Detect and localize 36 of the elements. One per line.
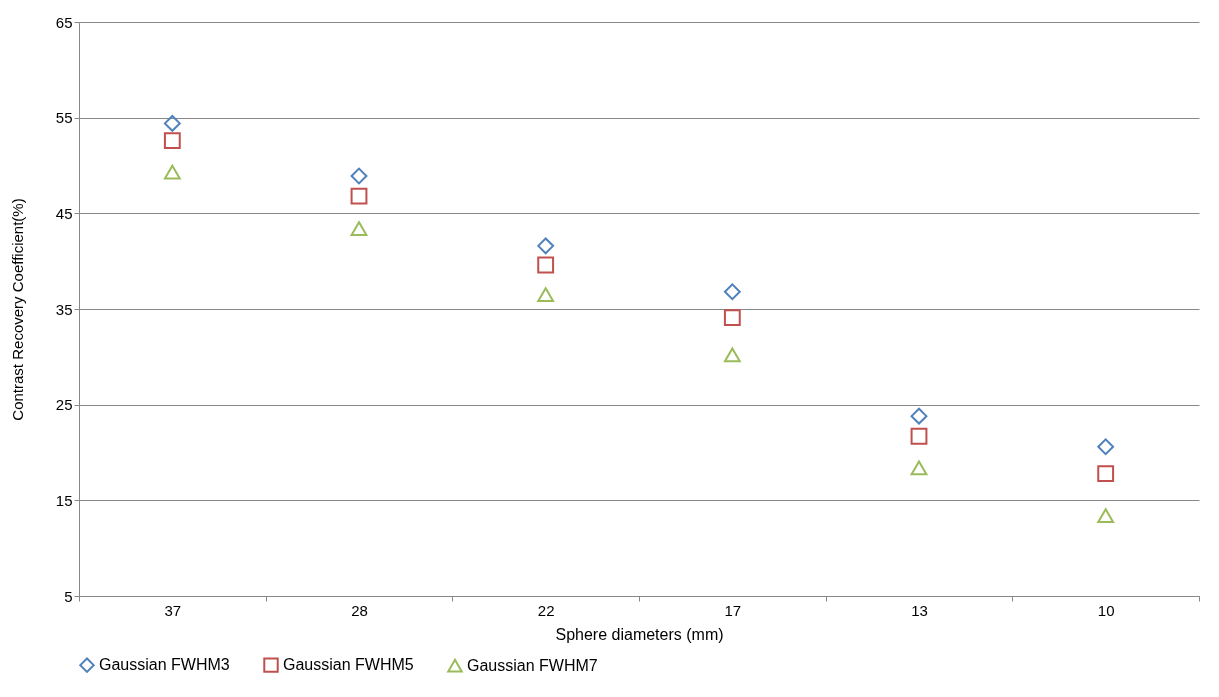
y-tick-label: 55 (55, 109, 73, 127)
y-tick-label: 25 (55, 396, 73, 414)
x-tick-label: 13 (911, 601, 928, 619)
point (1097, 438, 1115, 456)
point (163, 164, 181, 180)
point (350, 167, 368, 185)
point (537, 256, 555, 274)
y-tick-label: 15 (55, 491, 73, 509)
point (910, 427, 928, 445)
point (723, 347, 741, 363)
x-tick-label: 37 (164, 601, 182, 619)
point (350, 221, 368, 237)
legend-label: Gaussian FWHM5 (283, 656, 414, 674)
point (910, 407, 928, 425)
point (1097, 465, 1115, 482)
point (723, 283, 741, 301)
y-tick-label: 45 (55, 204, 73, 222)
x-tick-label: 10 (1097, 601, 1115, 619)
x-tick-label: 28 (351, 601, 368, 619)
point (350, 187, 368, 205)
legend-label: Gaussian FWHM7 (467, 656, 598, 674)
point (1097, 508, 1115, 524)
x-tick-label: 22 (537, 601, 555, 619)
y-axis-title: Contrast Recovery Coefficient(%) (8, 198, 26, 421)
point (537, 237, 555, 255)
y-tick-label: 35 (55, 300, 73, 318)
point (163, 114, 181, 132)
y-tick-label: 65 (55, 13, 73, 31)
legend-label: Gaussian FWHM3 (99, 656, 230, 674)
point (537, 287, 555, 303)
x-tick-label: 17 (724, 601, 742, 619)
point (910, 460, 928, 476)
point (723, 309, 741, 327)
y-tick-label: 5 (64, 587, 73, 605)
x-axis-title: Sphere diameters (mm) (555, 625, 724, 643)
point (163, 132, 181, 150)
